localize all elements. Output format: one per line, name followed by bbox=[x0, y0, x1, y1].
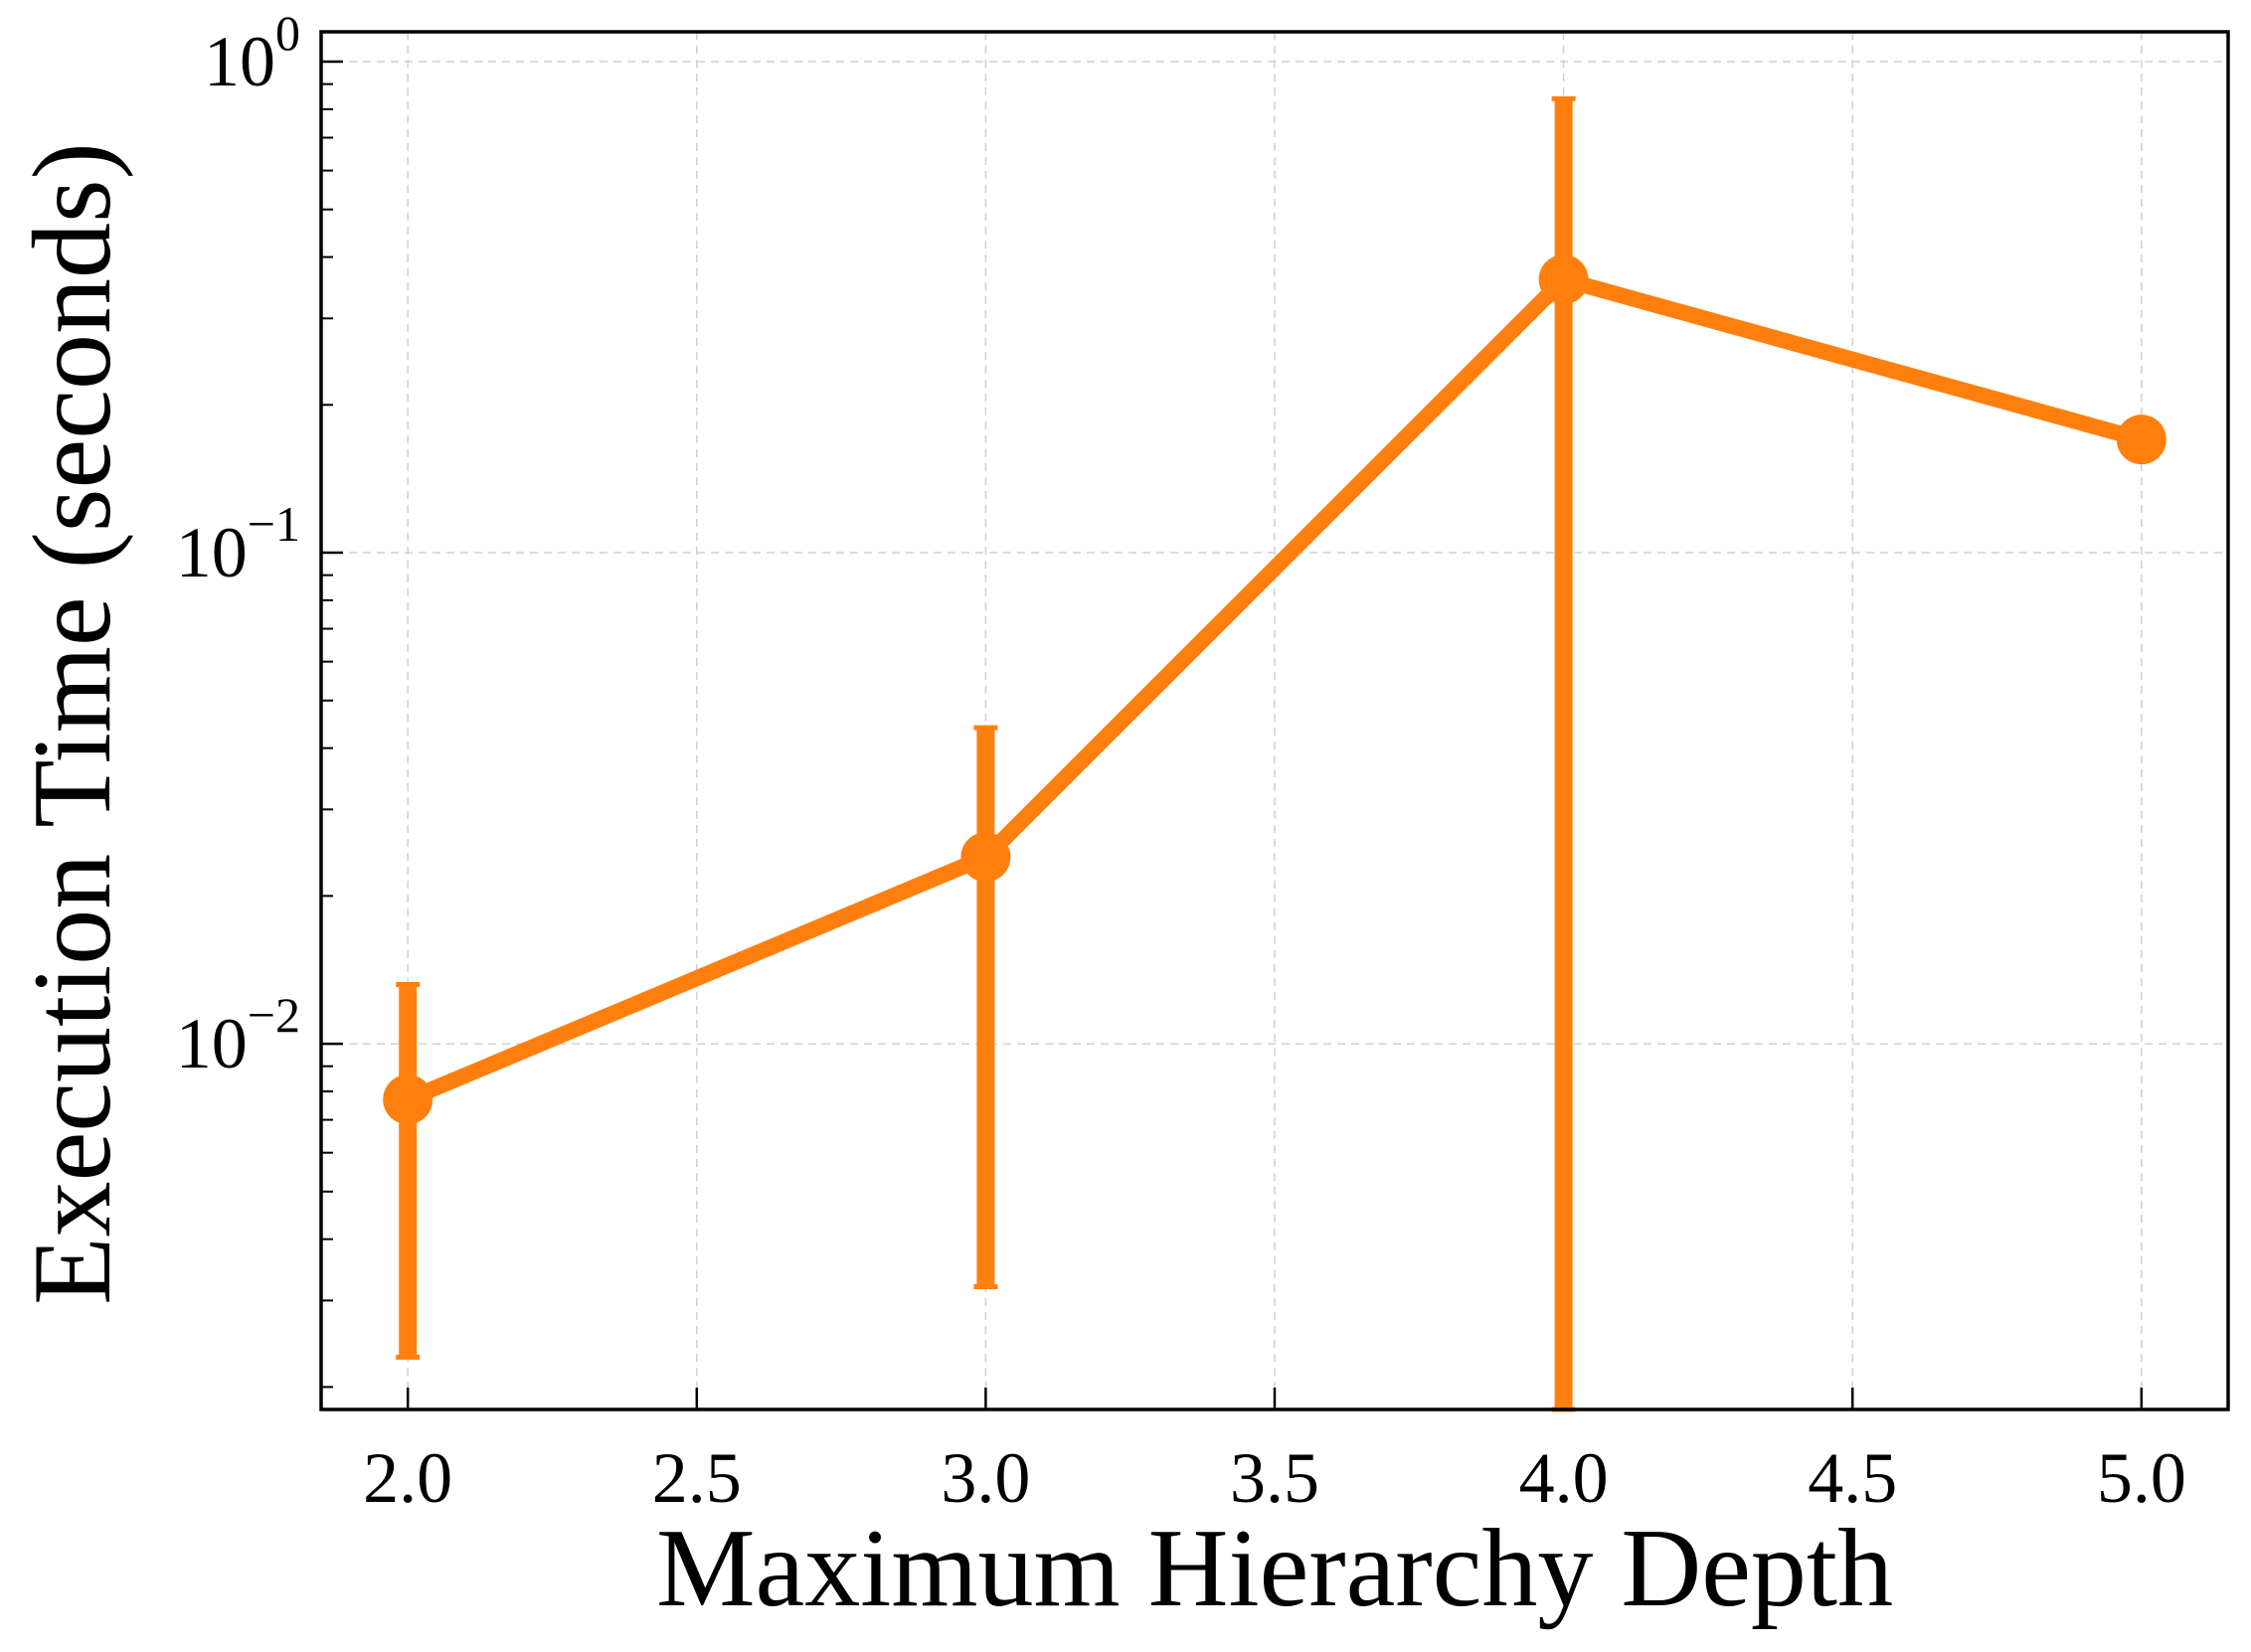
data-point bbox=[1538, 254, 1589, 305]
x-tick-label: 5.0 bbox=[2097, 1438, 2186, 1518]
axis-ticks bbox=[321, 60, 2144, 1409]
x-axis-title: Maximum Hierarchy Depth bbox=[656, 1507, 1893, 1630]
y-tick-label: 10−2 bbox=[176, 987, 300, 1083]
x-tick-label: 4.5 bbox=[1808, 1438, 1897, 1518]
plot-area-frame bbox=[319, 30, 2230, 1411]
x-tick-label: 4.0 bbox=[1519, 1438, 1609, 1518]
y-tick-label: 10−1 bbox=[176, 496, 300, 592]
x-tick-label: 2.5 bbox=[652, 1438, 742, 1518]
grid-lines bbox=[321, 32, 2228, 1409]
y-axis-title: Execution Time (seconds) bbox=[11, 142, 134, 1305]
y-tick-label: 100 bbox=[204, 5, 300, 101]
data-point bbox=[2116, 414, 2166, 465]
x-tick-labels: 2.0 2.5 3.0 3.5 4.0 4.5 5.0 bbox=[363, 1438, 2186, 1518]
data-point bbox=[383, 1074, 433, 1125]
x-tick-label: 3.0 bbox=[941, 1438, 1030, 1518]
x-tick-label: 2.0 bbox=[363, 1438, 452, 1518]
data-point bbox=[960, 832, 1011, 883]
x-tick-label: 3.5 bbox=[1230, 1438, 1319, 1518]
series-layer bbox=[383, 95, 2166, 1412]
series-line bbox=[400, 271, 2150, 1108]
y-tick-labels: 10−2 10−1 100 bbox=[176, 5, 300, 1083]
